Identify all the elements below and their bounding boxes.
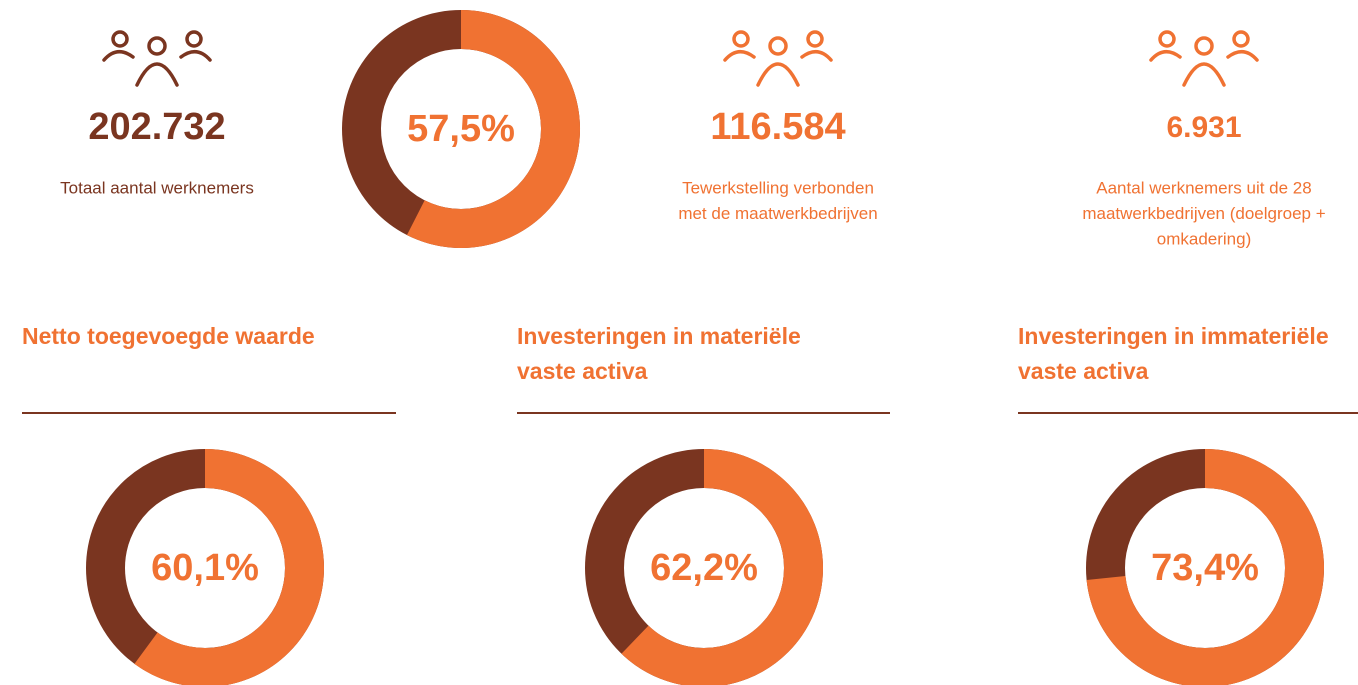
people-icon <box>723 30 833 87</box>
stat-label: omkadering) <box>1157 229 1252 248</box>
donut-label: 62,2% <box>650 547 758 589</box>
donut-segment <box>134 449 324 685</box>
section-title: vaste activa <box>1018 358 1149 384</box>
stat-label: met de maatwerkbedrijven <box>678 204 877 223</box>
donut-label: 60,1% <box>151 547 259 589</box>
donut-segment <box>1086 449 1324 685</box>
people-icon <box>1149 30 1259 87</box>
stat-label: Totaal aantal werknemers <box>60 178 254 197</box>
stat-label: Aantal werknemers uit de 28 <box>1096 178 1311 197</box>
stat-value: 116.584 <box>710 106 845 148</box>
section-title: vaste activa <box>517 358 648 384</box>
stat-value: 202.732 <box>88 106 225 148</box>
section-title: Investeringen in immateriële <box>1018 323 1329 349</box>
stat-value: 6.931 <box>1166 111 1241 144</box>
donut-segment <box>621 449 823 685</box>
people-icon <box>102 30 212 87</box>
donut-label: 57,5% <box>407 108 515 150</box>
donut-segment <box>407 10 580 248</box>
stat-label: Tewerkstelling verbonden <box>682 178 874 197</box>
stat-label: maatwerkbedrijven (doelgroep + <box>1082 204 1325 223</box>
section-title: Netto toegevoegde waarde <box>22 323 315 349</box>
section-title: Investeringen in materiële <box>517 323 801 349</box>
donut-label: 73,4% <box>1151 547 1259 589</box>
